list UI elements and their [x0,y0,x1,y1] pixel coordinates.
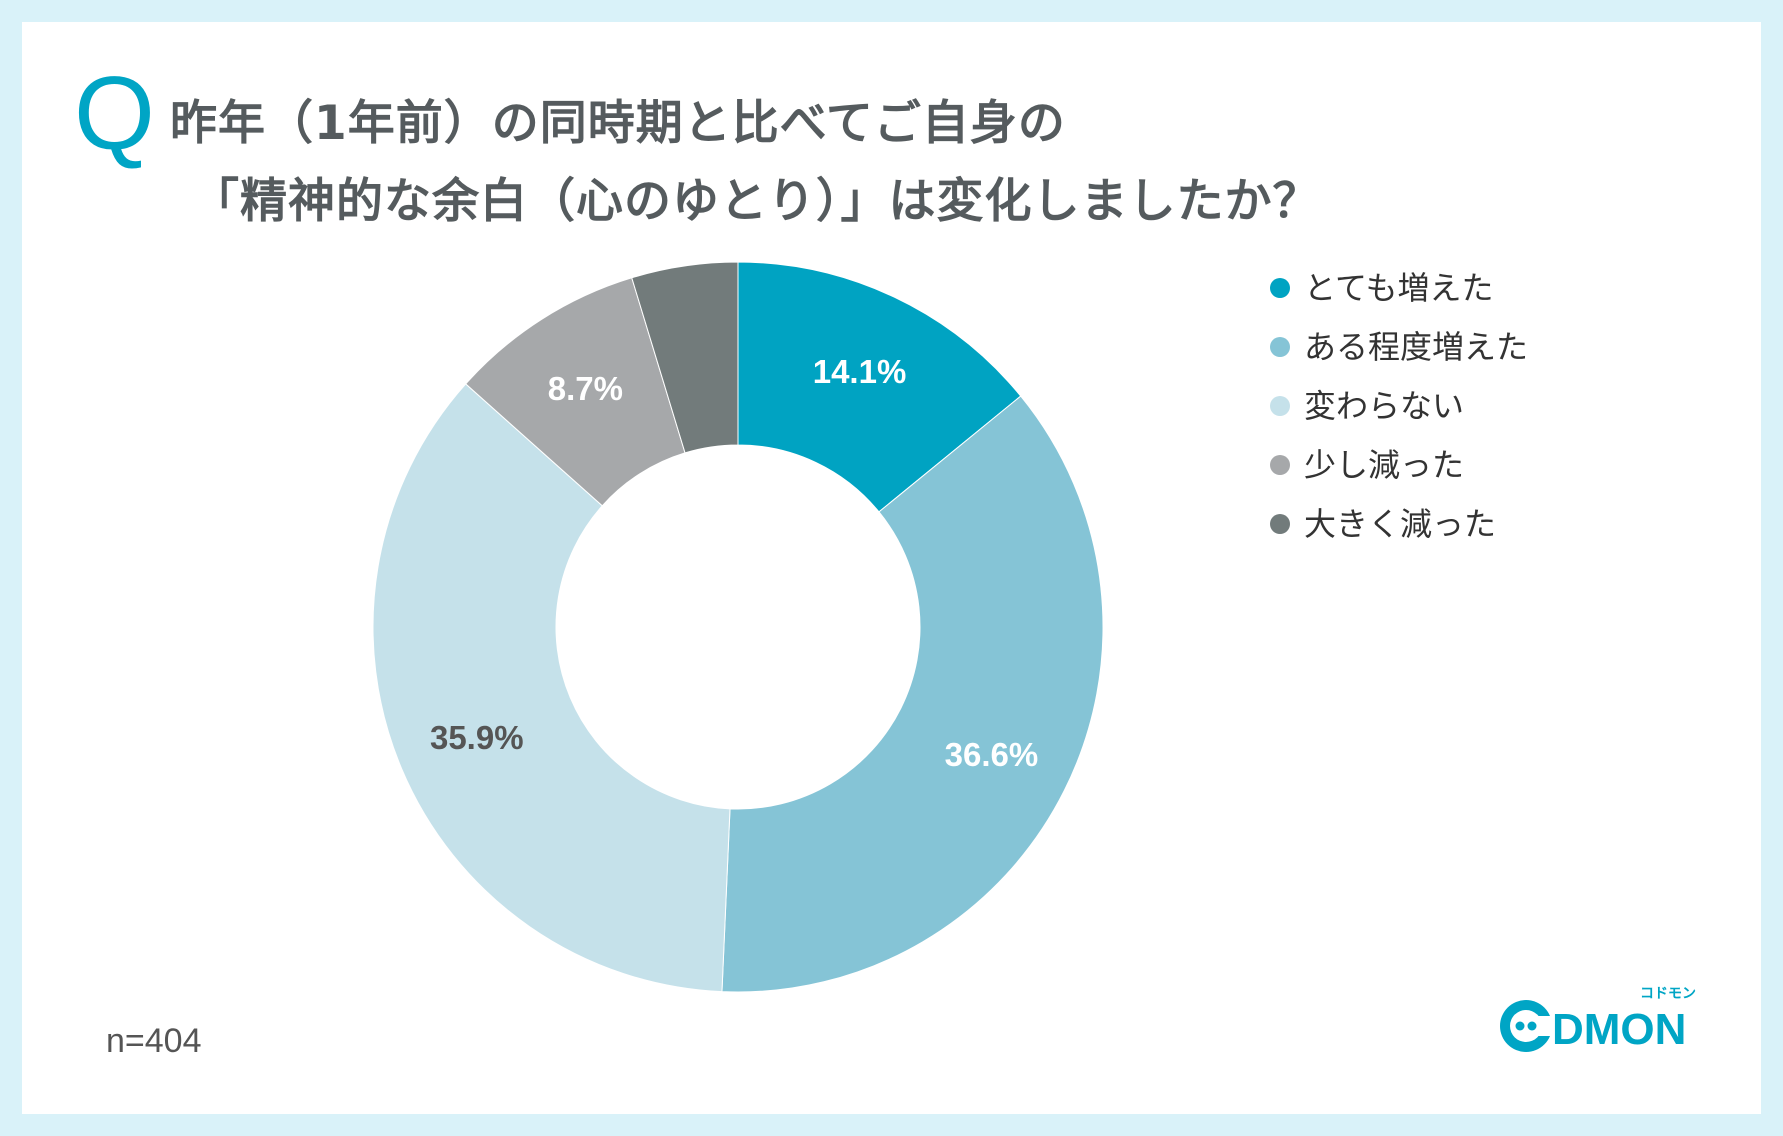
sample-size-note: n=404 [106,1022,202,1060]
question-mark-icon: Q [74,56,155,172]
legend-item-4: 少し減った [1270,435,1528,494]
legend-marker-icon [1270,395,1290,416]
legend-item-3: 変わらない [1270,376,1528,435]
legend-item-5: 大きく減った [1270,494,1528,553]
legend-label: とても増えた [1304,268,1494,307]
codmon-logo: DMON コドモン [1500,986,1696,1054]
question-title-line1: 昨年（1年前）の同時期と比べてご自身の [170,96,1066,151]
donut-slice-3 [372,383,731,993]
legend-label: ある程度増えた [1304,327,1529,366]
legend-label: 大きく減った [1304,504,1497,543]
donut-slice-2 [721,395,1104,993]
legend-marker-icon [1270,513,1290,534]
data-label-4: 8.7% [548,370,623,407]
logo-c-mark-icon [1500,1000,1556,1052]
legend-marker-icon [1270,277,1290,298]
legend-marker-icon [1270,454,1290,475]
legend-item-2: ある程度増えた [1270,317,1528,376]
logo-tagline: コドモン [1640,986,1696,1002]
legend-item-1: とても増えた [1270,258,1528,317]
data-label-2: 36.6% [945,736,1039,773]
chart-legend: とても増えた ある程度増えた 変わらない少し減った大きく減った [1270,258,1528,553]
data-label-3: 35.9% [430,719,524,756]
legend-marker-icon [1270,336,1290,357]
question-title-line2: 「精神的な余白（心のゆとり）」は変化しましたか？ [192,174,1321,229]
legend-label: 少し減った [1304,445,1465,484]
legend-label: 変わらない [1304,386,1465,425]
data-label-1: 14.1% [813,353,907,390]
donut-slice-1 [737,261,1022,513]
donut-slice-5 [631,261,739,454]
logo-wordmark: DMON [1552,1005,1686,1054]
